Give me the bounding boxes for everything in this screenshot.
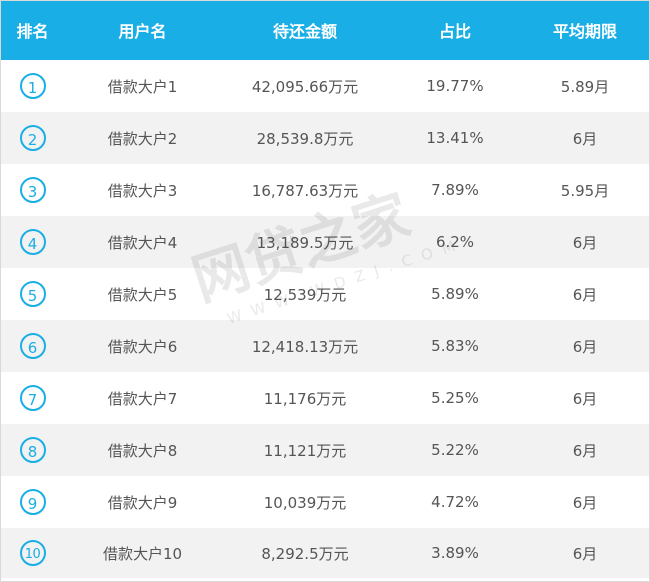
table-row: 2 借款大户2 28,539.8万元 13.41% 6月 [0,112,650,164]
term-cell: 5.89月 [560,77,610,96]
user-cell: 借款大户8 [107,441,178,460]
user-cell: 借款大户10 [102,544,183,563]
ratio-cell: 5.83% [431,337,479,355]
amount-cell: 8,292.5万元 [261,544,349,563]
table-row: 8 借款大户8 11,121万元 5.22% 6月 [0,424,650,476]
ratio-cell: 13.41% [426,129,484,147]
header-user: 用户名 [118,22,167,41]
term-cell: 6月 [572,389,598,408]
rank-badge: 4 [19,229,46,255]
ratio-cell: 5.25% [431,389,479,407]
rank-badge: 7 [19,385,46,411]
ratio-cell: 3.89% [431,544,479,562]
amount-cell: 10,039万元 [263,493,347,512]
term-cell: 5.95月 [560,181,610,200]
rank-cell: 8 [0,424,65,476]
rank-badge: 1 [19,73,46,99]
rank-badge: 9 [19,489,46,515]
rank-badge: 6 [19,333,46,359]
rank-cell: 3 [0,164,65,216]
header-term: 平均期限 [552,22,617,41]
rank-cell: 1 [0,60,65,112]
user-cell: 借款大户3 [107,181,178,200]
user-cell: 借款大户4 [107,233,178,252]
ratio-cell: 5.22% [431,441,479,459]
term-cell: 6月 [572,441,598,460]
rank-badge: 8 [19,437,46,463]
term-cell: 6月 [572,493,598,512]
term-cell: 6月 [572,233,598,252]
table-row: 4 借款大户4 13,189.5万元 6.2% 6月 [0,216,650,268]
amount-cell: 12,418.13万元 [251,337,359,356]
amount-cell: 11,176万元 [263,389,347,408]
ratio-cell: 19.77% [426,77,484,95]
table-row: 3 借款大户3 16,787.63万元 7.89% 5.95月 [0,164,650,216]
rank-cell: 7 [0,372,65,424]
rank-badge: 2 [19,125,46,151]
amount-cell: 16,787.63万元 [251,181,359,200]
user-cell: 借款大户5 [107,285,178,304]
user-cell: 借款大户1 [107,77,178,96]
header-amount: 待还金额 [272,22,337,41]
table-row: 6 借款大户6 12,418.13万元 5.83% 6月 [0,320,650,372]
table-row: 1 借款大户1 42,095.66万元 19.77% 5.89月 [0,60,650,112]
table-header: 排名 用户名 待还金额 占比 平均期限 [0,0,650,60]
term-cell: 6月 [572,544,598,563]
user-cell: 借款大户6 [107,337,178,356]
rank-cell: 6 [0,320,65,372]
amount-cell: 42,095.66万元 [251,77,359,96]
rank-cell: 4 [0,216,65,268]
ratio-cell: 7.89% [431,181,479,199]
rank-cell: 10 [0,528,65,578]
term-cell: 6月 [572,129,598,148]
ratio-cell: 4.72% [431,493,479,511]
term-cell: 6月 [572,337,598,356]
rank-badge: 10 [19,540,46,566]
term-cell: 6月 [572,285,598,304]
table-row: 9 借款大户9 10,039万元 4.72% 6月 [0,476,650,528]
rank-cell: 5 [0,268,65,320]
rank-cell: 9 [0,476,65,528]
rank-badge: 3 [19,177,46,203]
user-cell: 借款大户2 [107,129,178,148]
table-row: 7 借款大户7 11,176万元 5.25% 6月 [0,372,650,424]
header-row: 排名 用户名 待还金额 占比 平均期限 [0,0,650,60]
amount-cell: 13,189.5万元 [256,233,354,252]
rank-cell: 2 [0,112,65,164]
amount-cell: 11,121万元 [263,441,347,460]
user-cell: 借款大户9 [107,493,178,512]
amount-cell: 28,539.8万元 [256,129,354,148]
rank-badge: 5 [19,281,46,307]
user-cell: 借款大户7 [107,389,178,408]
ratio-cell: 6.2% [435,233,475,251]
table-body: 1 借款大户1 42,095.66万元 19.77% 5.89月 2 借款大户2 28,539… [0,60,650,578]
ratio-cell: 5.89% [431,285,479,303]
table-row: 10 借款大户10 8,292.5万元 3.89% 6月 [0,528,650,578]
amount-cell: 12,539万元 [263,285,347,304]
table-row: 5 借款大户5 12,539万元 5.89% 6月 [0,268,650,320]
header-ratio: 占比 [438,22,471,41]
header-rank: 排名 [16,22,49,41]
